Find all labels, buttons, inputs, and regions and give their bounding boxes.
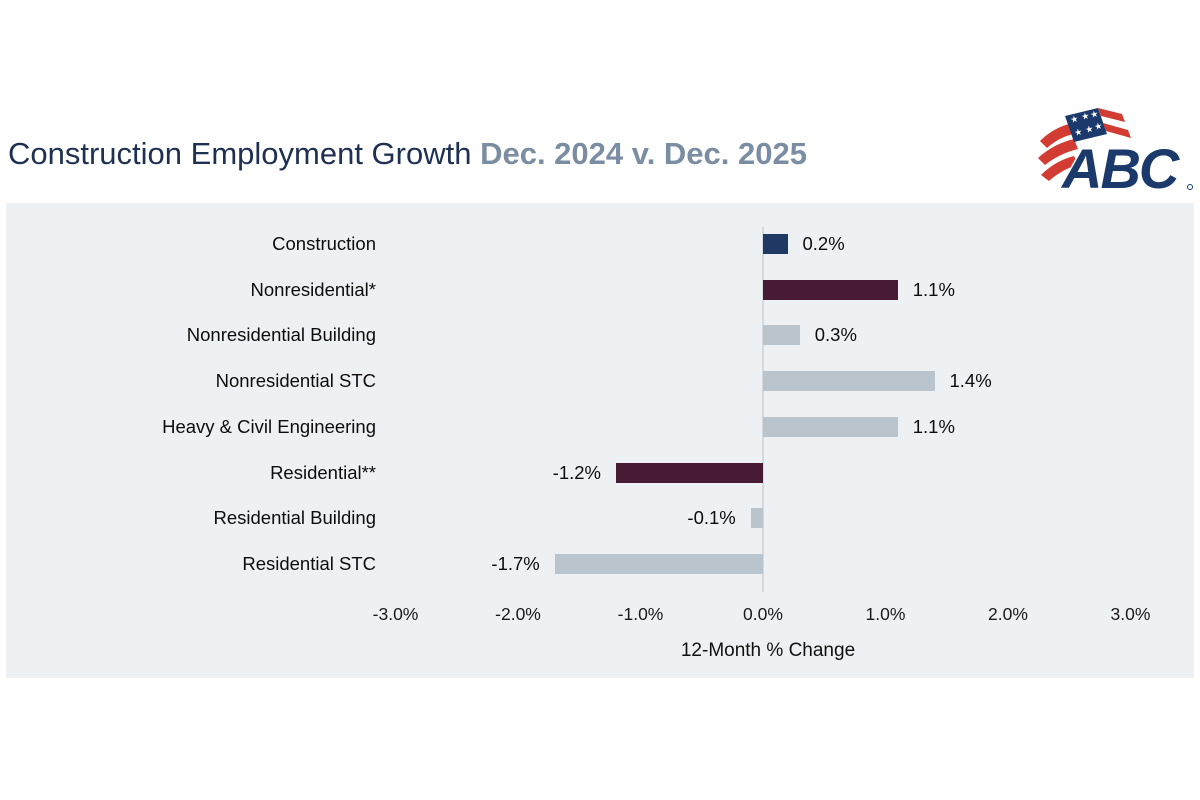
logo-wordmark: ABC — [1060, 137, 1181, 200]
value-label: -1.7% — [491, 552, 540, 574]
page-title: Construction Employment Growth Dec. 2024… — [8, 136, 807, 172]
bar-7 — [750, 508, 763, 529]
logo-swoosh-2 — [1038, 139, 1078, 165]
category-label: Nonresidential STC — [215, 370, 376, 392]
title-period: Dec. 2024 v. Dec. 2025 — [480, 136, 807, 171]
bar-5 — [763, 416, 898, 437]
logo-flag-stars: ★ ★ ★ ★ ★ ★ — [1070, 109, 1104, 138]
value-label: 0.2% — [802, 233, 845, 254]
header: Construction Employment Growth Dec. 2024… — [0, 0, 1200, 203]
category-label: Heavy & Civil Engineering — [162, 415, 376, 437]
svg-text:★: ★ — [1081, 111, 1091, 122]
logo-registered-icon — [1187, 184, 1193, 190]
logo-flag-canton — [1065, 108, 1107, 142]
zero-axis-line — [762, 227, 764, 592]
value-label: -0.1% — [687, 507, 736, 529]
category-label: Nonresidential* — [250, 278, 376, 300]
value-label: 0.3% — [814, 324, 857, 346]
x-axis-tick: -1.0% — [617, 604, 664, 624]
category-label: Residential STC — [242, 552, 376, 574]
value-label: 1.1% — [912, 278, 955, 300]
x-axis-title: 12-Month % Change — [680, 640, 856, 661]
svg-text:★: ★ — [1070, 114, 1080, 125]
x-axis-tick: 3.0% — [1110, 604, 1151, 624]
value-label: -1.2% — [552, 461, 601, 483]
value-label: 1.1% — [912, 415, 955, 437]
x-axis-tick: -3.0% — [372, 604, 419, 624]
logo-swoosh-1 — [1040, 123, 1078, 148]
value-label: 1.4% — [949, 370, 992, 392]
svg-text:★: ★ — [1094, 121, 1104, 132]
svg-text:★: ★ — [1074, 127, 1084, 138]
logo-flag-stripe-1 — [1098, 108, 1125, 122]
bar-chart: Construction 0.2% Nonresidential* 1.1% Nonre… — [6, 203, 1194, 678]
category-label: Residential Building — [213, 507, 377, 529]
svg-text:★: ★ — [1090, 109, 1100, 120]
category-label: Nonresidential Building — [186, 324, 376, 346]
title-main: Construction Employment Growth — [8, 136, 481, 171]
logo-flag-stripe-2 — [1103, 123, 1131, 138]
x-axis-tick: 1.0% — [865, 604, 906, 624]
bar-4 — [763, 371, 935, 392]
bar-3 — [763, 325, 800, 346]
x-axis-tick: -2.0% — [495, 604, 541, 624]
category-label: Residential** — [270, 461, 376, 483]
bar-8 — [554, 553, 763, 574]
x-axis-tick: 2.0% — [988, 604, 1028, 624]
abc-logo: ★ ★ ★ ★ ★ ★ ABC — [1038, 108, 1193, 201]
logo-swoosh-3 — [1041, 156, 1078, 181]
category-label: Construction — [272, 233, 376, 254]
bar-1 — [763, 234, 788, 254]
bar-6 — [616, 462, 763, 483]
x-axis-tick: 0.0% — [743, 604, 783, 624]
svg-text:★: ★ — [1085, 124, 1095, 135]
bar-2 — [763, 279, 898, 300]
